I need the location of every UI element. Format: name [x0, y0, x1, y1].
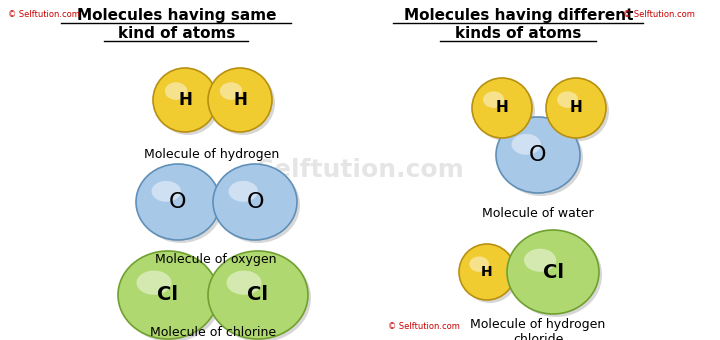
Ellipse shape — [136, 164, 220, 240]
Ellipse shape — [496, 117, 580, 193]
Ellipse shape — [118, 251, 218, 339]
Text: O: O — [246, 192, 264, 212]
Text: Molecules having same: Molecules having same — [76, 8, 276, 23]
Text: Molecule of chlorine: Molecule of chlorine — [150, 326, 276, 339]
Text: H: H — [233, 91, 247, 109]
Ellipse shape — [459, 244, 515, 300]
Ellipse shape — [510, 233, 602, 317]
Ellipse shape — [511, 134, 541, 155]
Ellipse shape — [213, 164, 297, 240]
Ellipse shape — [139, 167, 223, 243]
Text: © Selftution.com: © Selftution.com — [388, 322, 460, 331]
Ellipse shape — [208, 68, 272, 132]
Ellipse shape — [524, 249, 557, 272]
Ellipse shape — [211, 71, 275, 135]
Ellipse shape — [507, 230, 599, 314]
Text: Cl: Cl — [248, 286, 269, 305]
Ellipse shape — [557, 91, 578, 108]
Ellipse shape — [472, 78, 532, 138]
Ellipse shape — [156, 71, 220, 135]
Text: O: O — [169, 192, 186, 212]
Text: © Selftution.com: © Selftution.com — [623, 10, 695, 19]
Ellipse shape — [137, 271, 171, 295]
Ellipse shape — [499, 120, 583, 196]
Ellipse shape — [220, 82, 242, 100]
Ellipse shape — [153, 68, 217, 132]
Text: H: H — [178, 91, 192, 109]
Ellipse shape — [151, 181, 181, 202]
Ellipse shape — [462, 247, 518, 303]
Text: Molecule of water: Molecule of water — [482, 207, 594, 220]
Ellipse shape — [165, 82, 187, 100]
Text: Cl: Cl — [158, 286, 179, 305]
Ellipse shape — [211, 254, 311, 340]
Text: H: H — [481, 265, 492, 279]
Ellipse shape — [549, 81, 609, 141]
Text: Molecule of oxygen: Molecule of oxygen — [156, 253, 276, 266]
Ellipse shape — [121, 254, 221, 340]
Text: kind of atoms: kind of atoms — [117, 26, 235, 41]
Text: Cl: Cl — [542, 262, 564, 282]
Ellipse shape — [483, 91, 504, 108]
Ellipse shape — [228, 181, 258, 202]
Ellipse shape — [469, 256, 489, 272]
Text: H: H — [495, 101, 508, 116]
Ellipse shape — [208, 251, 308, 339]
Text: Molecule of hydrogen
chloride: Molecule of hydrogen chloride — [470, 318, 606, 340]
Text: O: O — [529, 145, 546, 165]
Text: kinds of atoms: kinds of atoms — [455, 26, 582, 41]
Text: H: H — [570, 101, 582, 116]
Ellipse shape — [475, 81, 535, 141]
Text: © Selftution.com: © Selftution.com — [8, 10, 80, 19]
Text: Selftution.com: Selftution.com — [256, 158, 464, 182]
Ellipse shape — [227, 271, 261, 295]
Text: Molecules having different: Molecules having different — [404, 8, 633, 23]
Ellipse shape — [546, 78, 606, 138]
Ellipse shape — [216, 167, 300, 243]
Text: Molecule of hydrogen: Molecule of hydrogen — [145, 148, 279, 161]
